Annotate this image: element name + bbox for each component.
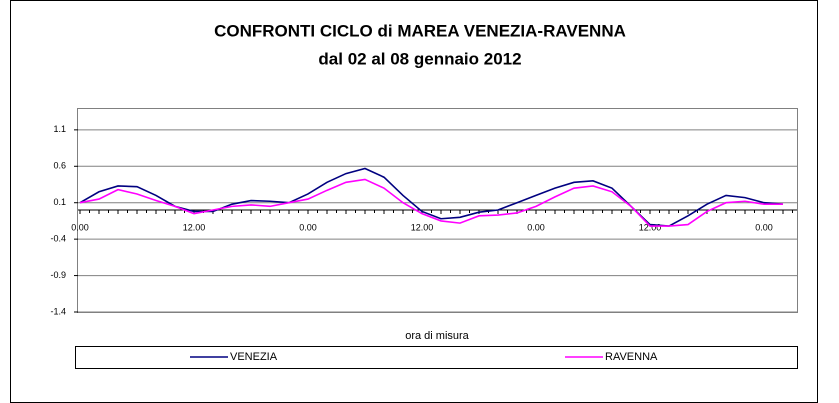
legend-label: RAVENNA bbox=[605, 351, 658, 363]
x-axis-label: ora di misura bbox=[405, 330, 469, 342]
legend-label: VENEZIA bbox=[230, 351, 278, 363]
y-tick-label: 1.1 bbox=[53, 124, 66, 134]
y-tick-label: 0.6 bbox=[53, 161, 66, 171]
x-tick-label: 0.00 bbox=[71, 222, 89, 232]
y-tick-label: -0.4 bbox=[50, 234, 66, 244]
y-tick-label: -1.4 bbox=[50, 306, 66, 316]
x-tick-label: 0.00 bbox=[299, 222, 317, 232]
legend-box bbox=[75, 346, 798, 369]
x-tick-label: 0.00 bbox=[527, 222, 545, 232]
x-tick-label: 12.00 bbox=[183, 222, 206, 232]
y-tick-label: 0.1 bbox=[53, 197, 66, 207]
y-tick-label: -0.9 bbox=[50, 270, 66, 280]
x-tick-label: 12.00 bbox=[411, 222, 434, 232]
series-line bbox=[79, 178, 783, 227]
chart-title: CONFRONTI CICLO di MAREA VENEZIA-RAVENNA bbox=[214, 21, 626, 40]
x-tick-label: 0.00 bbox=[755, 222, 773, 232]
chart-subtitle: dal 02 al 08 gennaio 2012 bbox=[318, 49, 521, 68]
x-tick-label: 12.00 bbox=[639, 222, 662, 232]
